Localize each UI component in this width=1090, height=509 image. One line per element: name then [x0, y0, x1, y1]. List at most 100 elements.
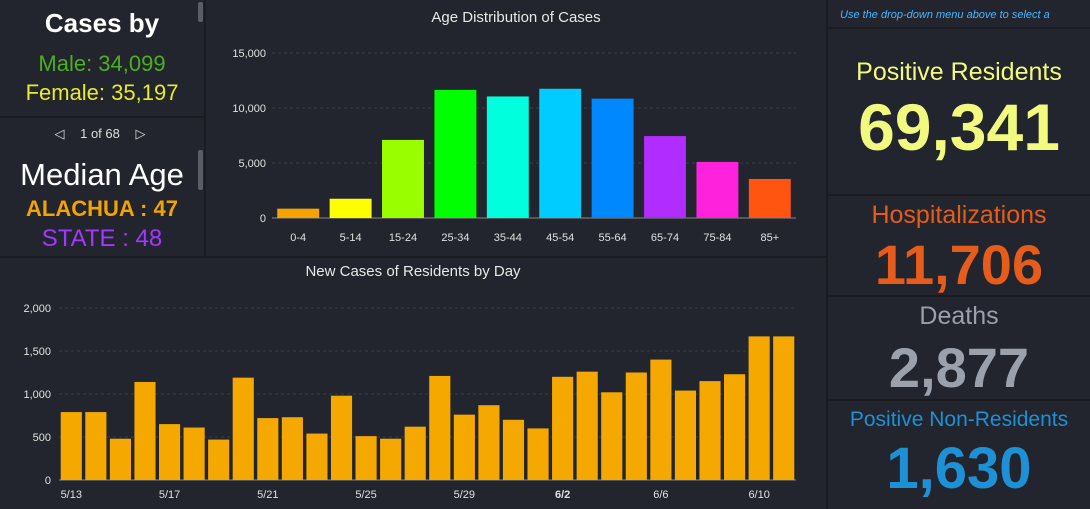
- x-tick-label: 5/29: [454, 489, 475, 501]
- bar: [696, 161, 739, 218]
- positive-residents-panel: Positive Residents 69,341: [828, 29, 1090, 194]
- bar: [330, 395, 353, 480]
- scrollbar[interactable]: [198, 150, 203, 190]
- scrollbar[interactable]: [198, 2, 203, 22]
- x-tick-label: 5-14: [340, 232, 362, 244]
- bar: [380, 438, 402, 480]
- bar: [429, 375, 451, 480]
- median-age-panel: ◁ 1 of 68 ▷ Median Age ALACHUA : 47 STAT…: [0, 118, 204, 256]
- bar: [724, 374, 746, 480]
- state-median-age: STATE : 48: [41, 225, 163, 252]
- bar: [109, 438, 131, 480]
- daily-chart-title: New Cases of Residents by Day: [305, 263, 521, 280]
- next-page-button[interactable]: ▷: [135, 126, 146, 141]
- pager: ◁ 1 of 68 ▷: [0, 126, 200, 142]
- bar: [486, 96, 529, 218]
- bar: [404, 426, 426, 480]
- bar: [232, 377, 254, 480]
- x-tick-label: 5/13: [61, 489, 82, 501]
- bar: [355, 436, 377, 480]
- x-tick-label: 45-54: [546, 232, 574, 244]
- bar: [773, 336, 795, 480]
- y-tick-label: 0: [260, 213, 266, 225]
- bar: [625, 372, 647, 480]
- cases-by-panel: Cases by Male: 34,099 Female: 35,197: [0, 0, 204, 116]
- hint-text: Use the drop-down menu above to select a: [840, 9, 1050, 21]
- hospitalizations-value: 11,706: [874, 233, 1044, 295]
- bar: [539, 88, 582, 218]
- x-tick-label: 75-84: [703, 232, 731, 244]
- bar: [650, 359, 672, 480]
- cases-by-title: Cases by: [44, 8, 160, 38]
- male-count: Male: 34,099: [38, 51, 166, 76]
- x-tick-label: 15-24: [389, 232, 417, 244]
- deaths-label: Deaths: [919, 302, 999, 330]
- y-tick-label: 1,000: [23, 389, 51, 401]
- bar: [576, 371, 598, 480]
- prev-page-button[interactable]: ◁: [54, 126, 65, 141]
- x-tick-label: 65-74: [651, 232, 679, 244]
- positive-nonresidents-label: Positive Non-Residents: [849, 408, 1069, 431]
- bar: [183, 427, 205, 480]
- y-tick-label: 0: [45, 475, 51, 487]
- bar: [329, 198, 372, 218]
- y-tick-label: 5,000: [238, 158, 266, 170]
- age-distribution-panel: Age Distribution of Cases 0 5,000 10,000 15…: [206, 0, 826, 256]
- bar: [527, 428, 549, 480]
- pager-text: 1 of 68: [80, 126, 120, 141]
- median-age-title: Median Age: [20, 157, 184, 192]
- bar: [552, 376, 574, 480]
- bar: [434, 89, 477, 218]
- positive-nonresidents-value: 1,630: [886, 436, 1032, 501]
- x-tick-label: 5/21: [257, 489, 278, 501]
- x-tick-label: 35-44: [494, 232, 522, 244]
- bar: [306, 433, 328, 480]
- bar: [208, 439, 230, 480]
- hint-panel: Use the drop-down menu above to select a: [828, 0, 1090, 27]
- bar: [85, 412, 107, 480]
- deaths-panel: Deaths 2,877: [828, 297, 1090, 399]
- positive-nonresidents-panel: Positive Non-Residents 1,630: [828, 401, 1090, 509]
- bar: [748, 178, 791, 218]
- bar: [748, 336, 770, 480]
- bar: [591, 98, 634, 218]
- female-count: Female: 35,197: [25, 80, 179, 105]
- x-tick-label: 85+: [760, 232, 779, 244]
- x-tick-label: 6/2: [555, 489, 570, 501]
- daily-cases-panel: New Cases of Residents by Day 0 500 1,000 1…: [0, 258, 826, 509]
- bar: [674, 390, 697, 480]
- bar: [277, 208, 320, 218]
- positive-residents-value: 69,341: [858, 90, 1060, 164]
- y-tick-label: 15,000: [232, 48, 266, 60]
- daily-cases-chart: 0 500 1,000 1,500 2,000 5/13 5/17 5/21 5/25 5/29 6…: [23, 303, 796, 501]
- hospitalizations-label: Hospitalizations: [871, 201, 1047, 229]
- y-tick-label: 500: [33, 432, 51, 444]
- hospitalizations-panel: Hospitalizations 11,706: [828, 196, 1090, 295]
- deaths-value: 2,877: [888, 336, 1030, 399]
- bar: [601, 392, 623, 480]
- bar: [60, 412, 82, 480]
- x-tick-label: 5/25: [355, 489, 376, 501]
- bar: [453, 414, 475, 480]
- positive-residents-label: Positive Residents: [856, 58, 1062, 86]
- x-tick-label: 6/10: [748, 489, 769, 501]
- bar: [158, 424, 181, 480]
- bar: [382, 139, 424, 218]
- bar: [257, 418, 279, 480]
- county-median-age: ALACHUA : 47: [26, 196, 178, 221]
- bar: [644, 136, 686, 218]
- y-tick-label: 10,000: [232, 103, 266, 115]
- x-tick-label: 55-64: [599, 232, 627, 244]
- x-tick-label: 6/6: [653, 489, 668, 501]
- bar: [478, 405, 500, 480]
- y-tick-label: 2,000: [23, 303, 51, 315]
- age-chart-title: Age Distribution of Cases: [431, 9, 601, 26]
- bar: [502, 419, 525, 480]
- bar: [699, 381, 721, 480]
- age-distribution-chart: 0 5,000 10,000 15,000 0-4 5-14 15-24 25-34 35-44…: [232, 48, 796, 244]
- bar: [134, 381, 156, 480]
- x-tick-label: 0-4: [290, 232, 306, 244]
- y-tick-label: 1,500: [23, 346, 51, 358]
- x-tick-label: 25-34: [441, 232, 469, 244]
- x-tick-label: 5/17: [159, 489, 180, 501]
